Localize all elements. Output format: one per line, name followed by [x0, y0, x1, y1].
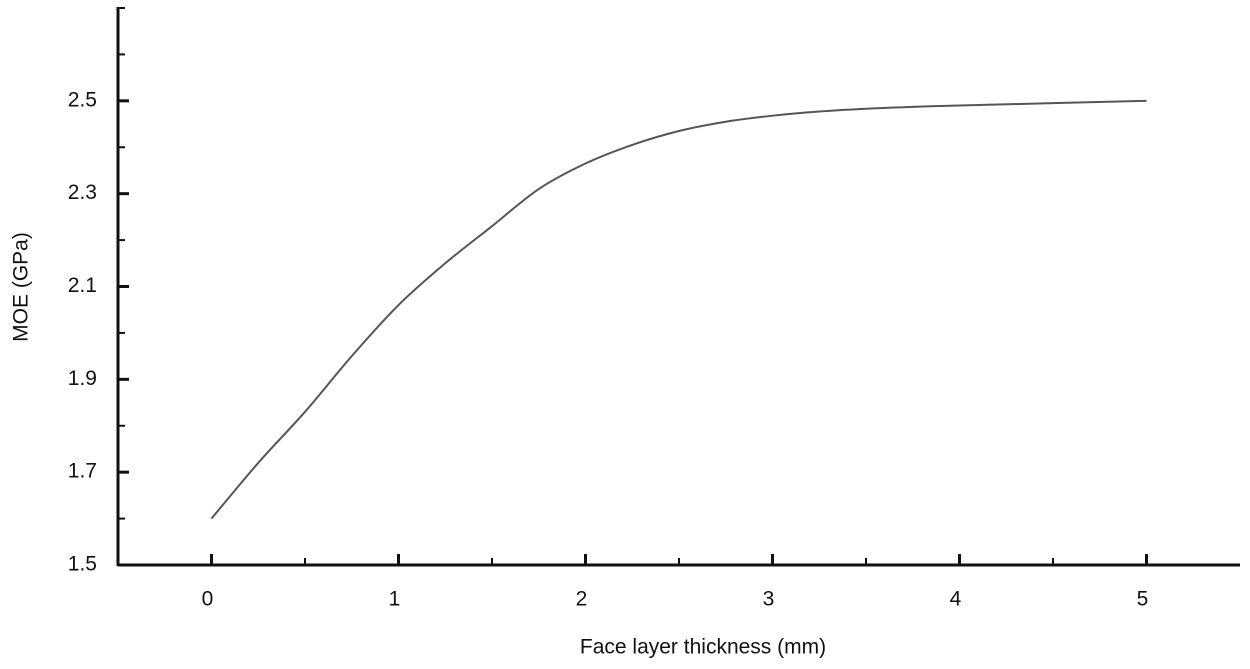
- x-tick-label: 5: [1137, 588, 1149, 611]
- x-axis-label: Face layer thickness (mm): [580, 636, 826, 659]
- y-tick-label: 2.3: [68, 181, 97, 204]
- data-line: [210, 99, 1147, 520]
- y-tick-label: 1.9: [68, 367, 97, 390]
- x-tick-label: 1: [389, 588, 401, 611]
- y-tick-label: 1.5: [68, 553, 97, 576]
- x-tick-label: 3: [763, 588, 775, 611]
- x-tick-label: 4: [950, 588, 962, 611]
- y-tick-label: 2.1: [68, 274, 97, 297]
- y-tick-label: 2.5: [68, 88, 97, 111]
- x-tick-label: 2: [576, 588, 588, 611]
- x-tick-label: 0: [202, 588, 214, 611]
- y-axis-label: MOE (GPa): [10, 232, 33, 342]
- y-tick-label: 1.7: [68, 460, 97, 483]
